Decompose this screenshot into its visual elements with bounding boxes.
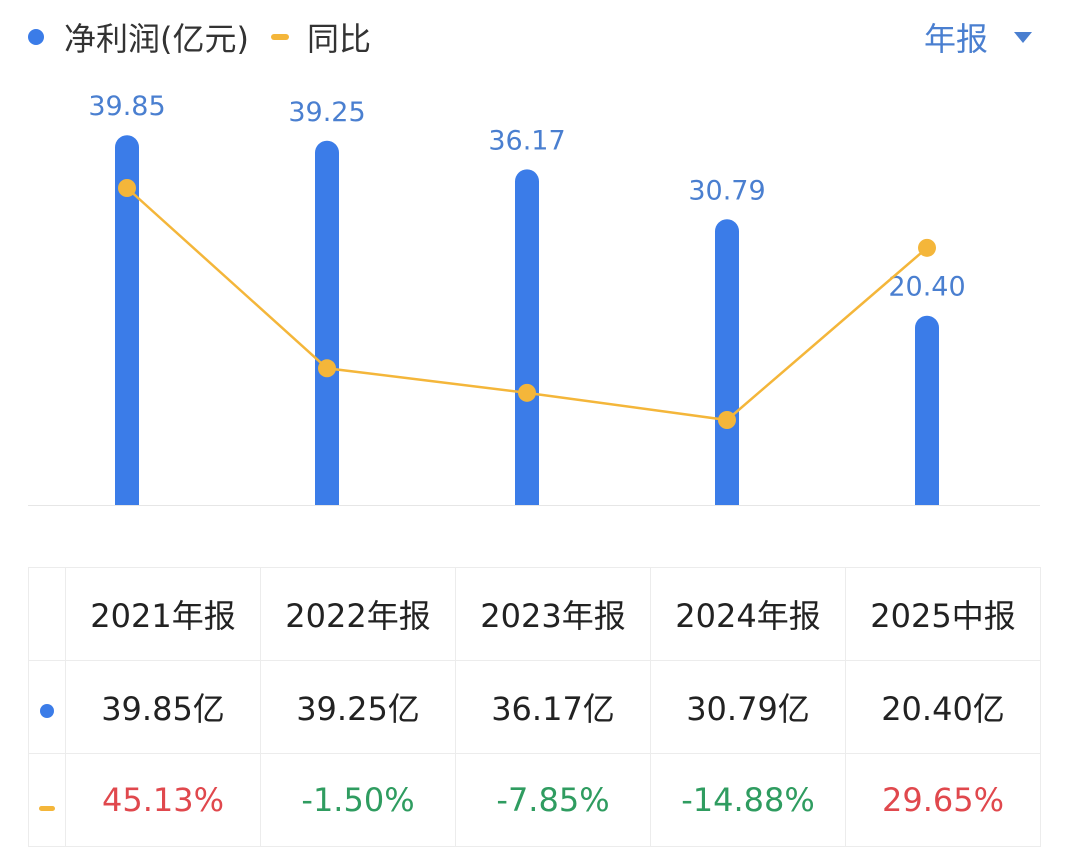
table-header-row: 2021年报 2022年报 2023年报 2024年报 2025中报 [28,567,1041,661]
yoy-point [718,411,736,429]
table-header: 2024年报 [650,567,846,661]
table-cell: -1.50% [260,753,456,847]
bar-value-label: 39.25 [288,97,365,128]
table-cell: 29.65% [845,753,1041,847]
chart: 39.85 39.25 36.17 30.79 20.40 [28,91,1040,506]
yoy-point [118,179,136,197]
profit-row-marker [28,660,66,754]
legend: 净利润(亿元) 同比 [28,14,371,60]
profit-legend-label: 净利润(亿元) [64,20,249,58]
table-cell: 39.85亿 [65,660,261,754]
table-cell: 20.40亿 [845,660,1041,754]
bar [515,169,539,505]
bar [915,315,939,505]
yoy-legend-dash-icon [270,34,289,40]
table-cell: 45.13% [65,753,261,847]
table-header: 2025中报 [845,567,1041,661]
table-cell: 30.79亿 [650,660,846,754]
table-row-yoy: 45.13% -1.50% -7.85% -14.88% 29.65% [28,753,1041,847]
yoy-dash-icon [39,806,55,811]
bar-value-label: 20.40 [888,272,965,303]
bar [315,140,339,505]
yoy-point [518,383,536,402]
period-selector-label: 年报 [923,20,988,58]
bar-value-label: 30.79 [688,175,765,206]
table-cell: -14.88% [650,753,846,847]
profit-legend-dot-icon [28,29,44,45]
yoy-point [318,359,336,378]
yoy-row-marker [28,753,66,847]
table-header: 2022年报 [260,567,456,661]
table-header: 2021年报 [65,567,261,661]
table-cell: 36.17亿 [455,660,651,754]
period-selector[interactable]: 年报 [924,14,1032,60]
caret-down-icon [1014,31,1032,43]
yoy-point [918,238,936,257]
bar [715,219,739,505]
data-table: 2021年报 2022年报 2023年报 2024年报 2025中报 39.85… [28,567,1041,847]
table-row-profit: 39.85亿 39.25亿 36.17亿 30.79亿 20.40亿 [28,660,1041,754]
bar-value-label: 36.17 [488,125,565,156]
profit-dot-icon [40,704,54,718]
table-header: 2023年报 [455,567,651,661]
table-cell: -7.85% [455,753,651,847]
yoy-legend-label: 同比 [306,20,371,58]
table-corner [28,567,66,661]
table-cell: 39.25亿 [260,660,456,754]
bar-value-label: 39.85 [88,91,165,122]
bar [115,135,139,505]
